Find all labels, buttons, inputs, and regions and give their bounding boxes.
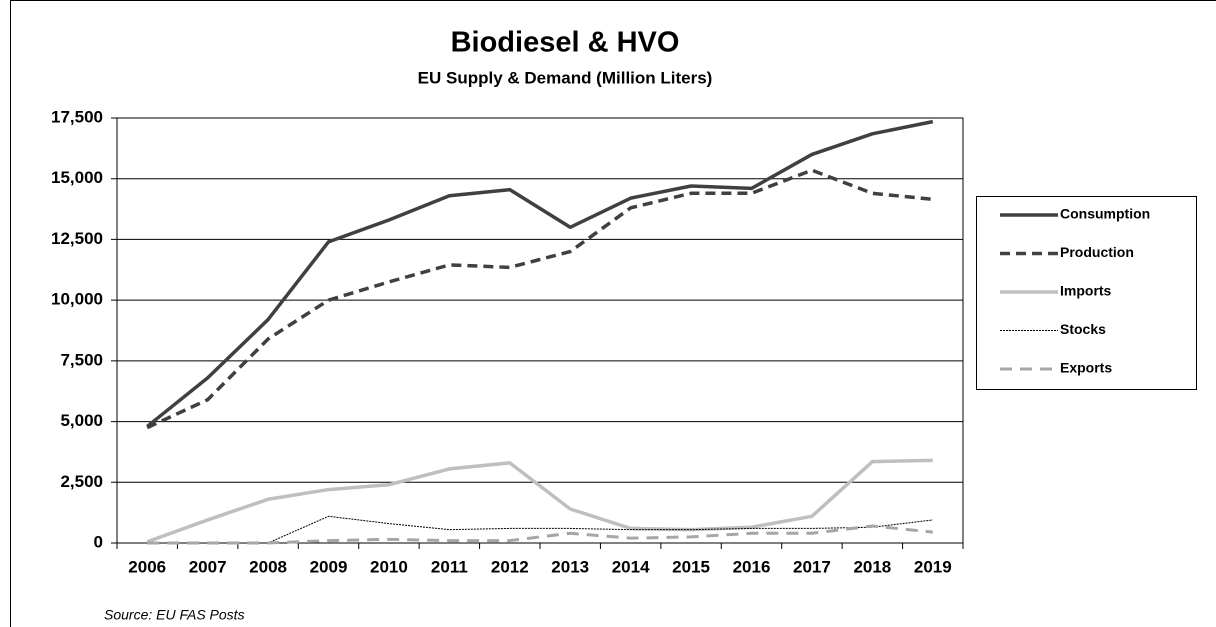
- x-tick-label: 2011: [431, 557, 468, 576]
- x-tick-label: 2006: [128, 557, 166, 576]
- y-tick-label: 5,000: [60, 411, 103, 430]
- chart-subtitle: EU Supply & Demand (Million Liters): [418, 68, 713, 87]
- chart-title: Biodiesel & HVO: [451, 27, 680, 59]
- y-tick-label: 0: [94, 532, 103, 551]
- x-tick-label: 2017: [793, 557, 831, 576]
- x-tick-label: 2007: [189, 557, 227, 576]
- y-tick-label: 15,000: [51, 168, 103, 187]
- x-tick-label: 2010: [370, 557, 408, 576]
- legend-label: Production: [1060, 244, 1134, 260]
- x-tick-label: 2013: [551, 557, 589, 576]
- legend-label: Imports: [1060, 283, 1112, 299]
- x-tick-label: 2016: [733, 557, 771, 576]
- series-line: [146, 168, 933, 430]
- source-note: Source: EU FAS Posts: [104, 607, 245, 623]
- series-line: [147, 515, 933, 544]
- y-tick-label: 10,000: [51, 290, 103, 309]
- y-tick-label: 17,500: [51, 107, 103, 126]
- legend-label: Consumption: [1060, 206, 1150, 222]
- x-tick-label: 2008: [249, 557, 287, 576]
- legend-label: Exports: [1060, 360, 1112, 376]
- frame: [10, 0, 1216, 627]
- x-tick-label: 2009: [310, 557, 348, 576]
- y-tick-label: 2,500: [60, 472, 103, 491]
- x-tick-label: 2015: [672, 557, 710, 576]
- y-tick-label: 7,500: [60, 350, 103, 369]
- x-tick-label: 2018: [853, 557, 891, 576]
- legend-label: Stocks: [1060, 321, 1106, 337]
- x-tick-label: 2012: [491, 557, 529, 576]
- plot-area: [116, 117, 964, 544]
- x-tick-label: 2019: [914, 557, 952, 576]
- y-tick-label: 12,500: [51, 229, 103, 248]
- series-line: [147, 524, 933, 545]
- series-line: [146, 119, 934, 428]
- x-tick-label: 2014: [612, 557, 650, 576]
- series-line: [146, 458, 933, 544]
